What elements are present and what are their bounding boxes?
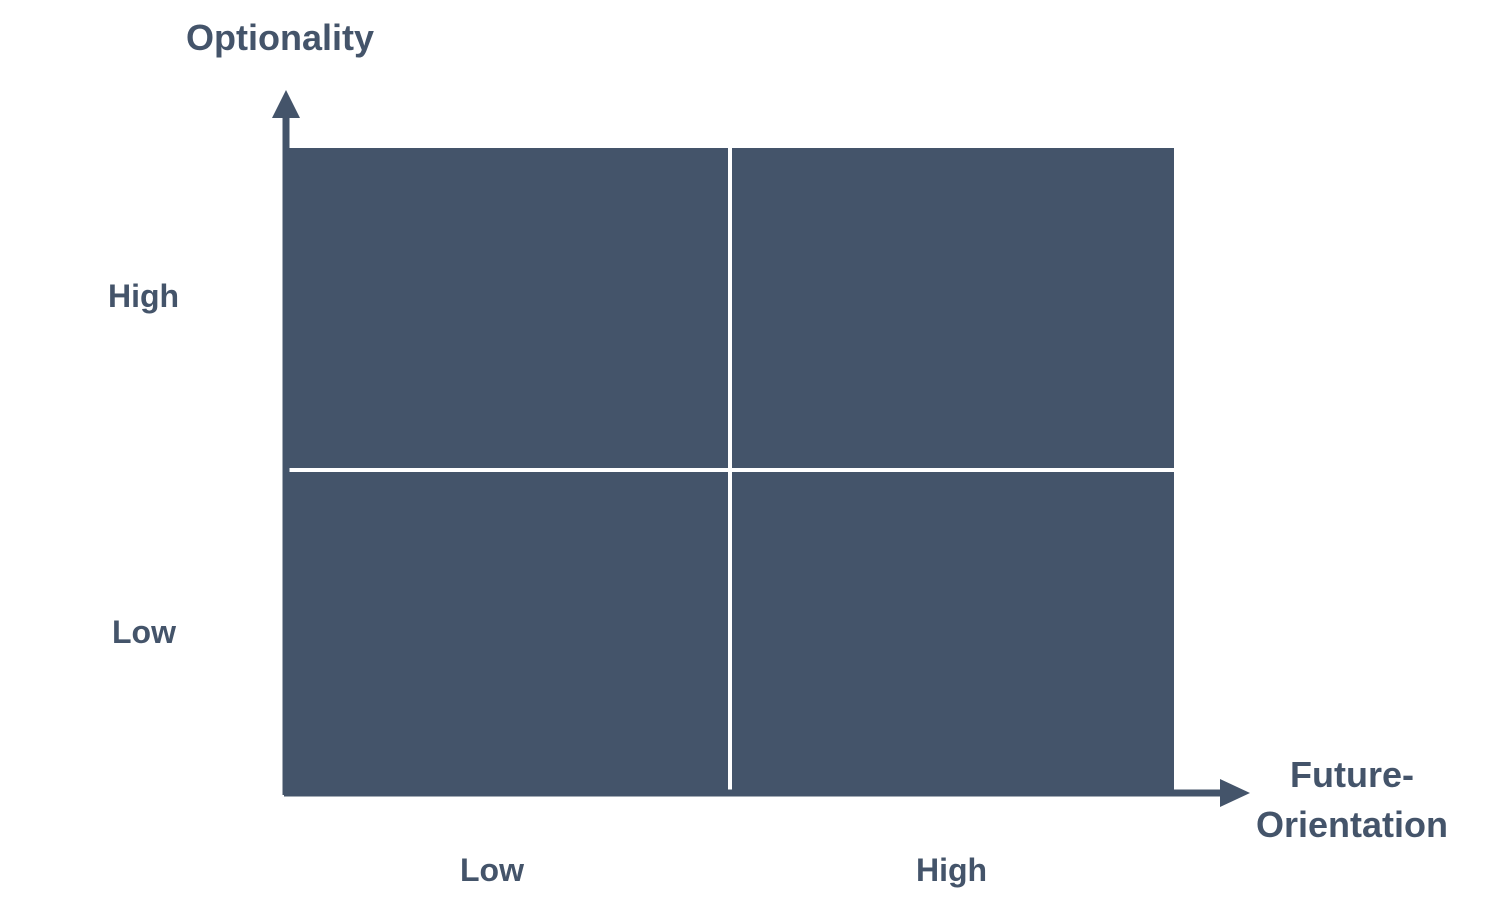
y-axis-title: Optionality [186, 17, 374, 58]
y-axis-arrowhead [272, 90, 300, 118]
x-tick-low: Low [460, 852, 524, 888]
x-axis-title-line1: Future- [1290, 754, 1414, 795]
quadrant-bottom-left [284, 472, 728, 795]
x-axis-title-line2: Orientation [1255, 804, 1448, 845]
x-tick-high: High [916, 852, 988, 888]
y-tick-low: Low [112, 614, 176, 650]
quadrant-top-left [284, 148, 728, 468]
x-axis-arrowhead [1220, 779, 1250, 807]
y-tick-high: High [108, 278, 180, 314]
quadrant-top-right [732, 148, 1174, 468]
x-axis-title: Future- Orientation [1252, 750, 1452, 850]
quadrant-bottom-right [732, 472, 1174, 795]
